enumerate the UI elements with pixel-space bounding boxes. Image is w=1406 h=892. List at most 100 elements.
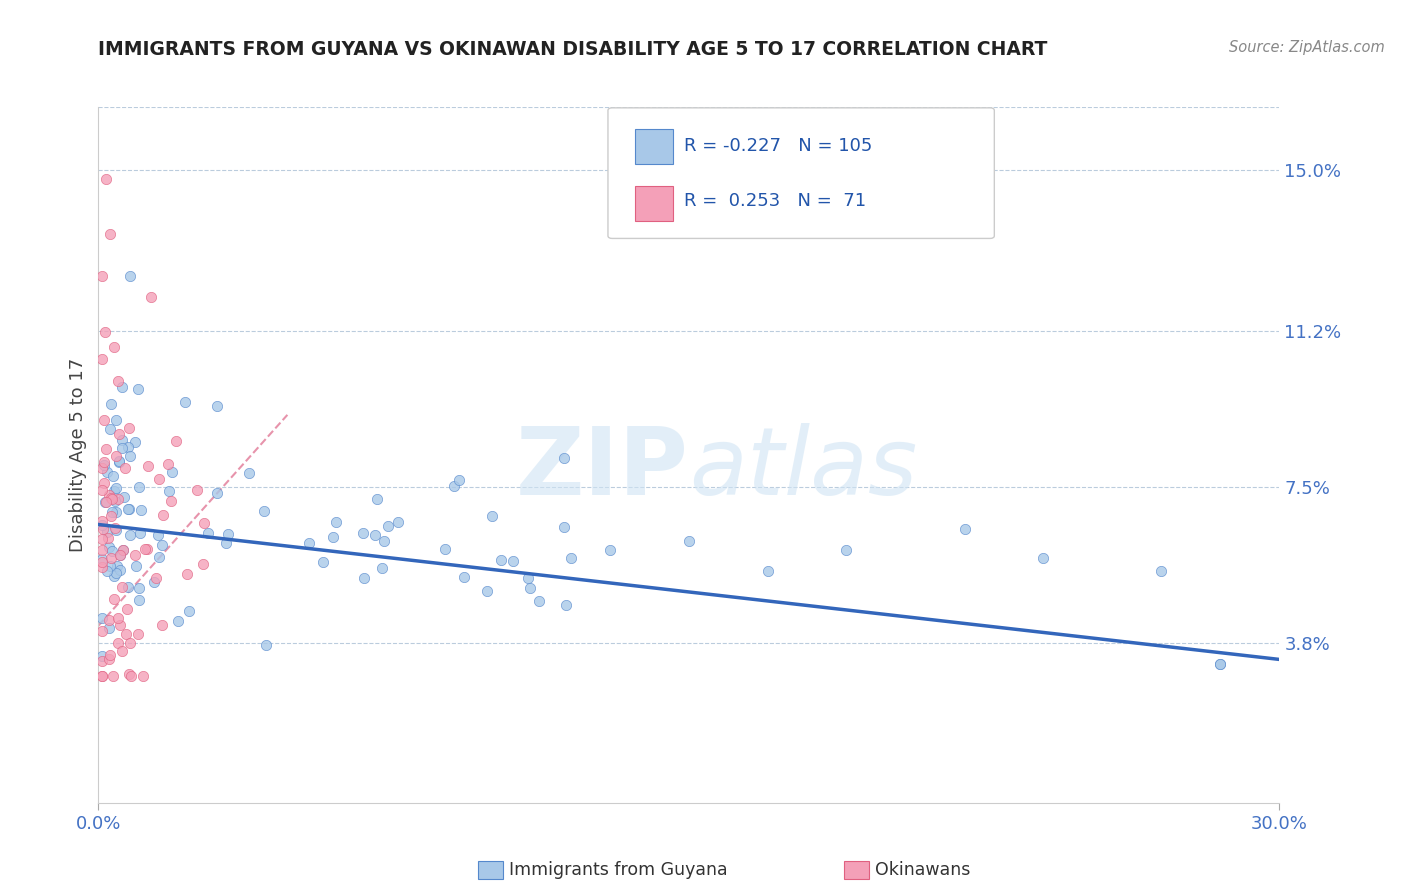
Point xyxy=(91,654,114,668)
Point xyxy=(176,567,198,582)
Point xyxy=(297,536,319,550)
Point xyxy=(91,460,114,475)
Point xyxy=(105,523,128,537)
Point xyxy=(118,635,141,649)
Point xyxy=(599,542,621,557)
Point xyxy=(953,522,976,536)
Point xyxy=(756,564,779,578)
Point xyxy=(254,638,277,652)
Point xyxy=(136,459,159,474)
Point xyxy=(93,475,115,490)
Text: atlas: atlas xyxy=(689,424,917,515)
Point xyxy=(560,551,582,566)
Point xyxy=(1032,551,1054,566)
Point xyxy=(160,465,183,479)
Point xyxy=(352,526,374,541)
Text: Okinawans: Okinawans xyxy=(875,861,970,879)
Point xyxy=(322,530,344,544)
Point xyxy=(125,558,148,573)
Point xyxy=(117,580,139,594)
Point xyxy=(107,611,129,625)
Point xyxy=(124,548,146,562)
Point xyxy=(91,268,114,283)
Point xyxy=(112,490,135,504)
Point xyxy=(111,433,134,447)
Point xyxy=(108,427,131,442)
Point xyxy=(366,492,388,507)
Point xyxy=(96,171,118,186)
Point xyxy=(553,519,575,533)
Point xyxy=(103,340,125,354)
Point xyxy=(157,457,180,471)
Point xyxy=(150,538,173,552)
Point xyxy=(433,541,456,556)
Point xyxy=(100,396,122,410)
Point xyxy=(157,484,180,499)
Point xyxy=(91,555,114,569)
Point xyxy=(107,635,129,649)
Point xyxy=(179,603,201,617)
Point xyxy=(489,552,512,566)
Point xyxy=(371,560,394,574)
Point xyxy=(118,268,141,283)
Point xyxy=(91,515,114,529)
Point xyxy=(103,483,125,498)
Point xyxy=(104,505,127,519)
Point xyxy=(481,509,503,524)
Point xyxy=(100,550,122,565)
Point xyxy=(96,524,118,539)
Point xyxy=(97,652,120,666)
Point xyxy=(554,599,576,613)
Point xyxy=(1209,657,1232,671)
Point xyxy=(103,592,125,607)
Point xyxy=(132,669,155,683)
Point xyxy=(104,521,127,535)
Point xyxy=(127,382,149,396)
Point xyxy=(104,566,127,581)
Point xyxy=(110,441,132,455)
Point xyxy=(104,481,127,495)
Point xyxy=(118,421,141,435)
Text: R = -0.227   N = 105: R = -0.227 N = 105 xyxy=(683,136,872,154)
Point xyxy=(100,544,122,558)
Point xyxy=(120,528,142,542)
Point xyxy=(128,582,150,596)
Point xyxy=(174,395,197,409)
Point xyxy=(453,569,475,583)
Point xyxy=(517,571,540,585)
Point xyxy=(108,618,131,632)
Text: R =  0.253   N =  71: R = 0.253 N = 71 xyxy=(683,192,866,210)
Point xyxy=(118,502,141,516)
Point xyxy=(193,516,215,531)
Point xyxy=(94,495,117,509)
Point xyxy=(167,614,190,628)
Point xyxy=(93,455,115,469)
Point xyxy=(387,515,409,529)
Point xyxy=(165,434,187,448)
Point xyxy=(94,326,117,340)
Point xyxy=(373,534,395,549)
Point xyxy=(215,535,238,549)
Point xyxy=(101,492,124,507)
Point xyxy=(108,454,131,468)
Point xyxy=(100,505,122,519)
Point xyxy=(148,472,170,486)
Point xyxy=(128,480,150,494)
Point xyxy=(835,542,858,557)
Point xyxy=(105,559,128,574)
Point xyxy=(96,564,118,578)
Point xyxy=(108,455,131,469)
Point xyxy=(129,503,152,517)
Text: Immigrants from Guyana: Immigrants from Guyana xyxy=(509,861,727,879)
Point xyxy=(145,571,167,585)
Point xyxy=(111,580,134,594)
Point xyxy=(1150,564,1173,578)
Point xyxy=(117,602,139,616)
Point xyxy=(111,644,134,658)
Point xyxy=(447,473,470,487)
Point xyxy=(128,593,150,607)
Point xyxy=(112,542,135,557)
Point xyxy=(197,525,219,540)
Point xyxy=(98,422,121,436)
Point xyxy=(553,451,575,466)
